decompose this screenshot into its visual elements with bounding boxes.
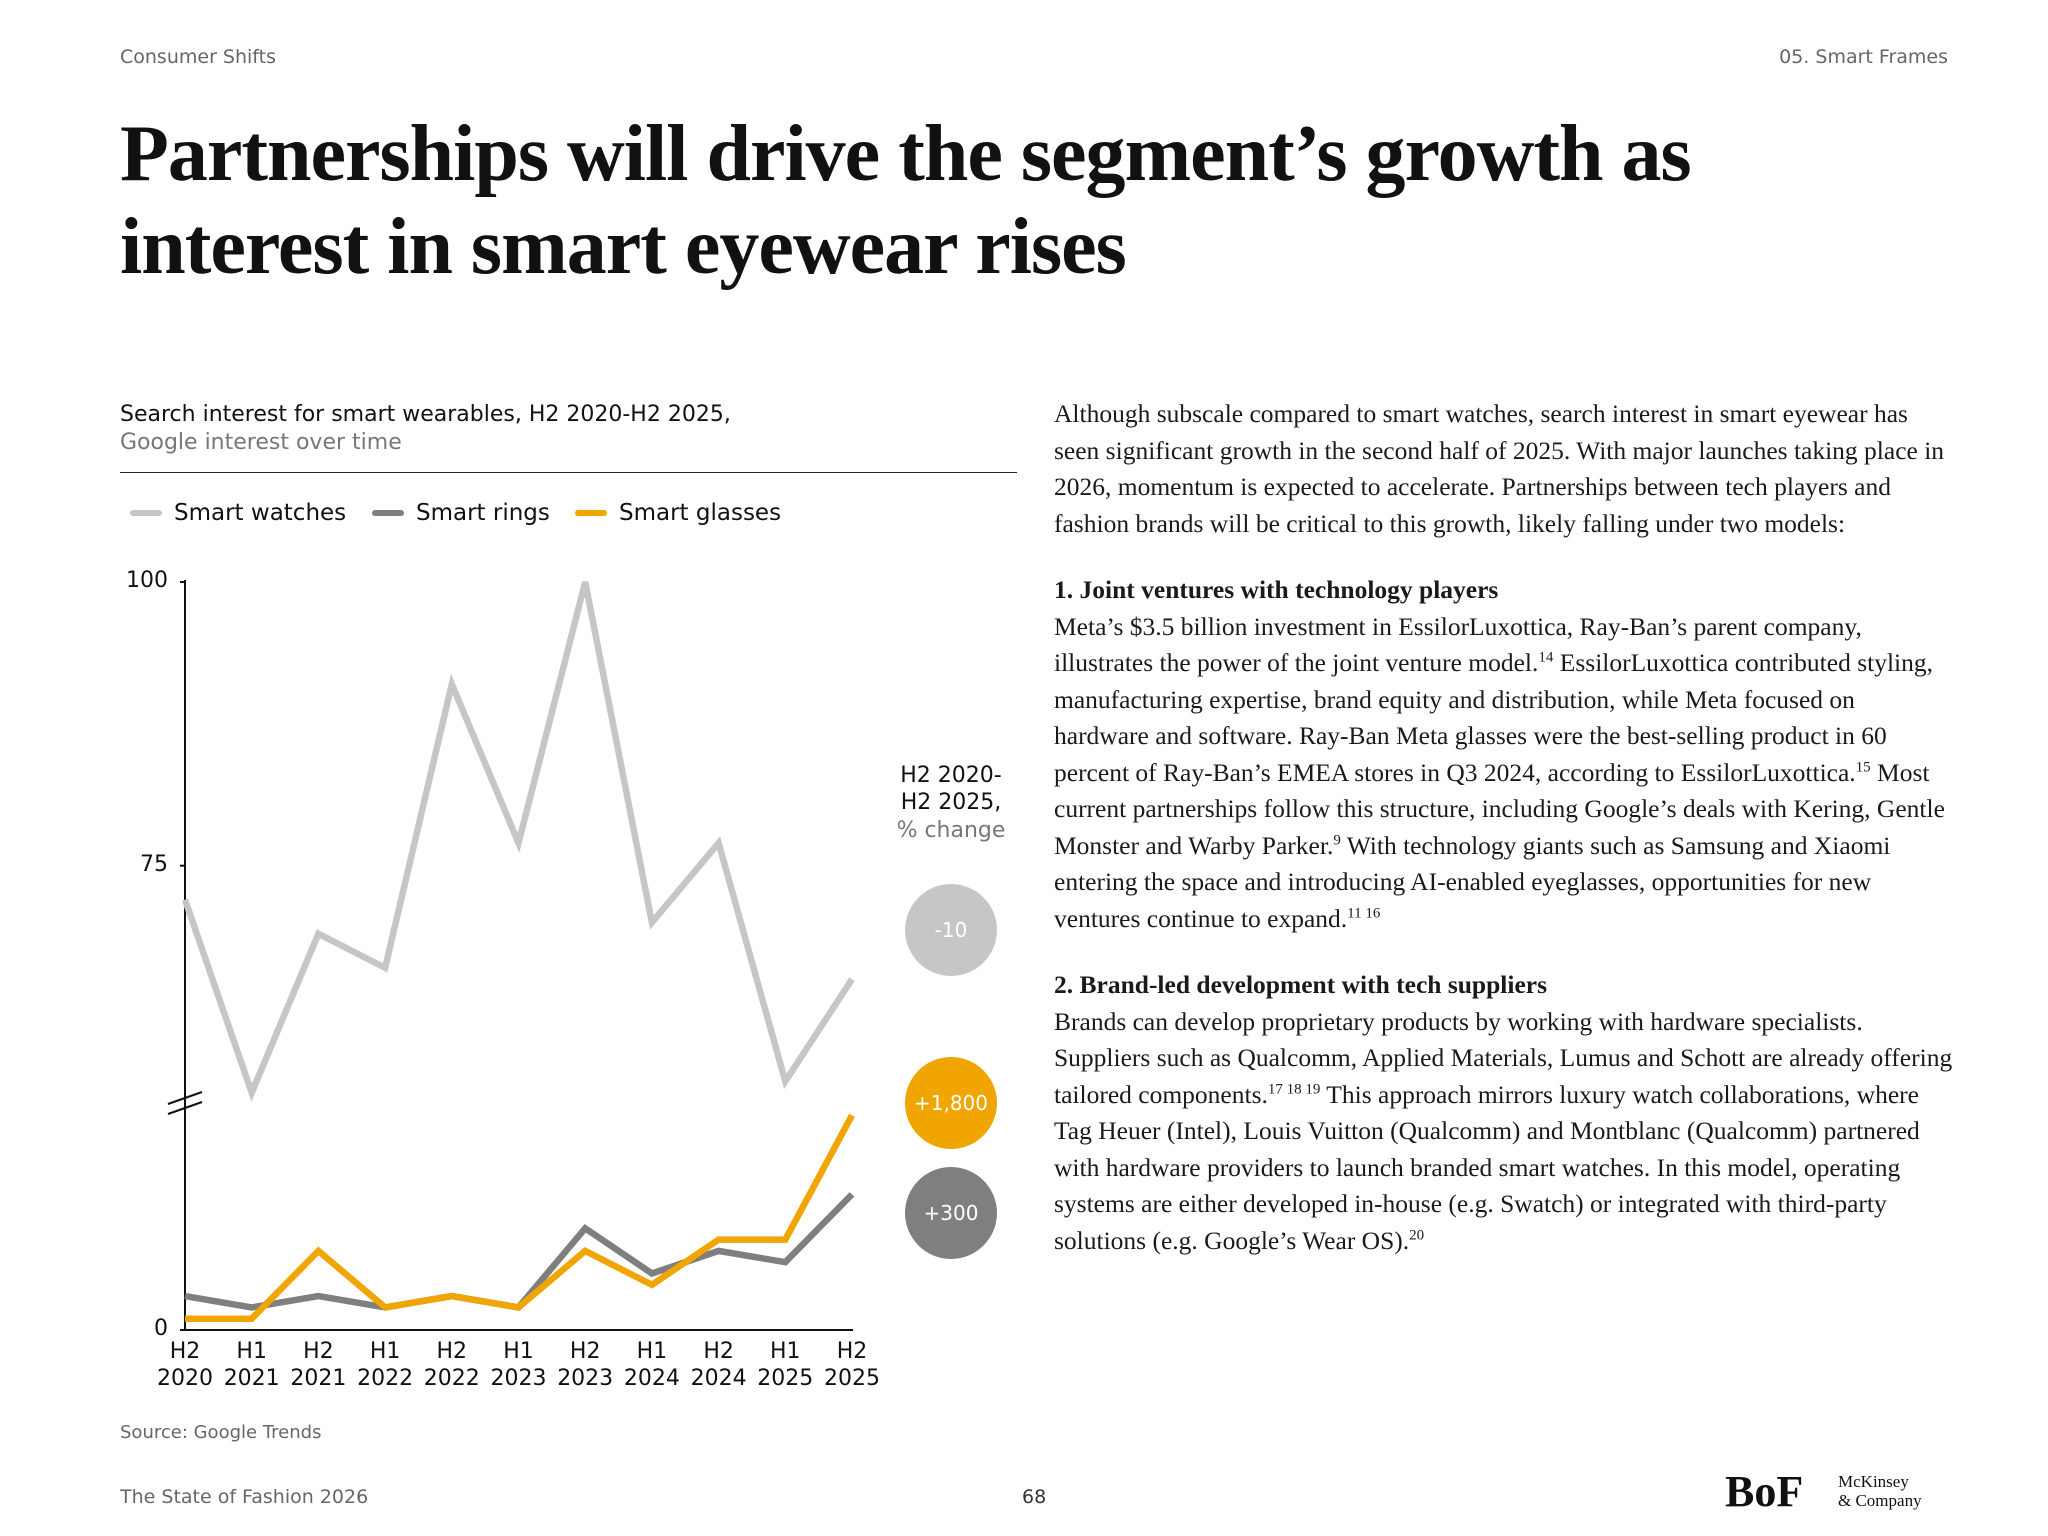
axis-break	[167, 1101, 203, 1115]
chart-subtitle: Google interest over time	[120, 430, 402, 455]
axis-break	[167, 1091, 203, 1105]
line-series	[185, 1113, 855, 1322]
header-left: Consumer Shifts	[120, 46, 277, 68]
header-right: 05. Smart Frames	[1779, 46, 1948, 68]
footnote-ref: 11 16	[1347, 905, 1381, 921]
y-tick-label: 75	[140, 851, 168, 877]
x-tick-label: H1 2022	[357, 1339, 414, 1391]
rule	[120, 472, 1017, 473]
y-tick-label: 0	[154, 1316, 168, 1341]
line-series	[181, 581, 855, 1102]
x-tick-label: H2 2025	[824, 1339, 880, 1391]
paragraph: Although subscale compared to smart watc…	[1054, 396, 1954, 542]
x-tick-label: H2 2020	[157, 1339, 213, 1391]
change-circle: -10	[905, 884, 997, 976]
page-number: 68	[1022, 1486, 1047, 1508]
footnote-ref: 15	[1855, 759, 1871, 775]
partner-logo: McKinsey & Company	[1838, 1472, 1922, 1510]
footnote-ref: 20	[1409, 1227, 1425, 1243]
footnote-ref: 17 18 19	[1267, 1081, 1321, 1097]
paragraph: Brands can develop proprietary products …	[1054, 1004, 1954, 1260]
annotation-subtitle: % change	[896, 818, 1006, 843]
section-heading: 1. Joint ventures with technology player…	[1054, 575, 1499, 604]
legend-item: Smart rings	[372, 500, 550, 526]
section-heading: 2. Brand-led development with tech suppl…	[1054, 970, 1548, 999]
x-tick-label: H1 2023	[490, 1339, 547, 1391]
source: Source: Google Trends	[120, 1422, 322, 1443]
body-text: Although subscale compared to smart watc…	[1054, 396, 1954, 1289]
x-tick-label: H1 2025	[757, 1339, 814, 1391]
text-run: EssilorLuxottica contributed styling, ma…	[1054, 648, 1934, 787]
x-tick-label: H2 2022	[423, 1339, 480, 1391]
legend-label: Smart watches	[174, 500, 347, 526]
x-tick-label: H1 2021	[223, 1339, 280, 1391]
paragraph: Meta’s $3.5 billion investment in Essilo…	[1054, 609, 1954, 938]
change-label: +300	[923, 1201, 979, 1225]
legend-swatch	[130, 510, 162, 516]
x-tick-label: H2 2023	[557, 1339, 614, 1391]
logo: BoF	[1725, 1467, 1804, 1516]
legend-item: Smart glasses	[575, 500, 781, 526]
y-tick-label: 100	[126, 568, 168, 593]
text-run: Meta’s $3.5 billion investment in Essilo…	[1054, 611, 1862, 678]
x-tick-label: H2 2021	[290, 1339, 347, 1391]
text-run: Although subscale compared to smart watc…	[1054, 399, 1945, 538]
x-tick-label: H2 2024	[690, 1339, 747, 1391]
text-run: Brands can develop proprietary products …	[1054, 1006, 1953, 1109]
change-circle: +300	[905, 1167, 997, 1259]
text-run: With technology giants such as Samsung a…	[1054, 830, 1891, 933]
chart	[167, 580, 855, 1331]
change-label: -10	[934, 918, 968, 942]
change-label: +1,800	[913, 1091, 988, 1115]
annotation-title: H2 2020- H2 2025,	[900, 763, 1002, 815]
legend-label: Smart glasses	[619, 500, 782, 526]
change-circle: +1,800	[905, 1057, 997, 1149]
page-title: Partnerships will drive the segment’s gr…	[120, 110, 1692, 291]
x-tick-label: H1 2024	[623, 1339, 680, 1391]
text-run: This approach mirrors luxury watch colla…	[1054, 1079, 1920, 1255]
legend-item: Smart watches	[130, 500, 346, 526]
text-run: Most current partnerships follow this st…	[1054, 757, 1945, 860]
line-series	[184, 1192, 855, 1311]
legend-swatch	[575, 510, 607, 516]
legend-label: Smart rings	[416, 500, 550, 526]
chart-title: Search interest for smart wearables, H2 …	[120, 402, 731, 427]
footer-left: The State of Fashion 2026	[120, 1486, 369, 1508]
footnote-ref: 9	[1333, 832, 1341, 848]
footnote-ref: 14	[1538, 649, 1554, 666]
legend-swatch	[372, 510, 404, 516]
